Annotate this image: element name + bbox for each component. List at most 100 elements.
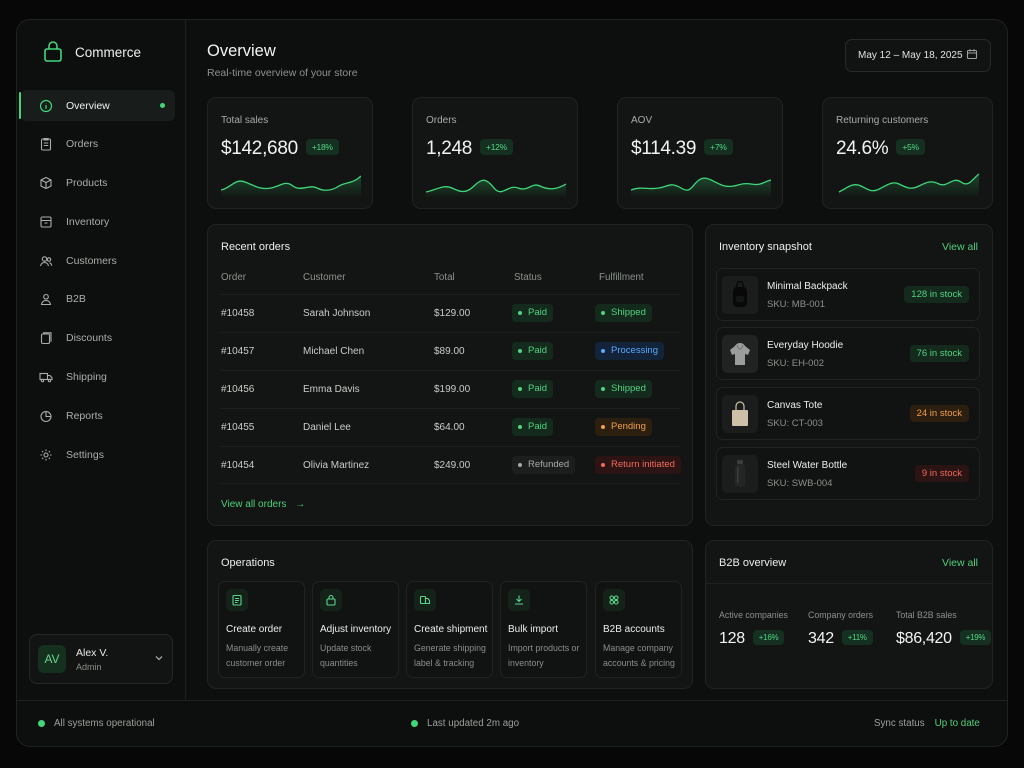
pie-chart-icon	[39, 409, 53, 423]
adjust-inventory-card[interactable]: Adjust inventory Update stock quantities	[312, 581, 399, 678]
product-sku: SKU: CT-003	[767, 418, 823, 429]
kpi-card-aov[interactable]: AOV $114.39 +7%	[617, 97, 783, 209]
sidebar-item-shipping[interactable]: Shipping	[21, 362, 175, 393]
b2b-overview-panel: B2B overview View all Active companies 1…	[705, 540, 993, 689]
product-sku: SKU: SWB-004	[767, 478, 833, 489]
column-header: Customer	[303, 272, 346, 283]
sparkline	[221, 175, 361, 198]
customer-name: Emma Davis	[303, 384, 360, 395]
lock-icon	[43, 40, 63, 65]
panel-title: B2B overview	[719, 557, 787, 569]
status-bar: All systems operational Last updated 2m …	[17, 700, 1007, 746]
kpi-card-orders[interactable]: Orders 1,248 +12%	[412, 97, 578, 209]
sidebar-item-reports[interactable]: Reports	[21, 400, 175, 431]
active-indicator	[160, 103, 165, 108]
b2b-stat-total-sales: Total B2B sales $86,420 +19%	[896, 610, 992, 648]
card-description: Manually create customer order	[226, 643, 289, 668]
table-row[interactable]: #10457 Michael Chen $89.00 Paid Processi…	[221, 332, 681, 370]
sidebar-nav: Overview Orders Products Inventory Custo…	[19, 90, 175, 478]
column-header: Fulfillment	[599, 272, 644, 283]
sidebar-item-settings[interactable]: Settings	[21, 439, 175, 470]
table-row[interactable]: #10454 Olivia Martinez $249.00 Refunded …	[221, 446, 681, 484]
card-description: Generate shipping label & tracking	[414, 643, 486, 668]
order-id[interactable]: #10454	[221, 460, 255, 471]
page-title: Overview	[207, 42, 276, 60]
user-menu[interactable]: AV Alex V. Admin	[29, 634, 173, 684]
sidebar-item-discounts[interactable]: Discounts	[21, 323, 175, 354]
sidebar-item-products[interactable]: Products	[21, 168, 175, 199]
panel-title: Recent orders	[221, 241, 291, 253]
sidebar-item-orders[interactable]: Orders	[21, 129, 175, 160]
stock-badge: 76 in stock	[909, 345, 969, 362]
inventory-item[interactable]: Minimal Backpack SKU: MB-001 128 in stoc…	[716, 268, 980, 321]
sidebar-item-label: Customers	[66, 254, 117, 267]
order-id[interactable]: #10455	[221, 422, 255, 433]
stat-value: 342 +11%	[808, 630, 873, 648]
b2b-accounts-card[interactable]: B2B accounts Manage company accounts & p…	[595, 581, 682, 678]
inventory-item[interactable]: Everyday Hoodie SKU: EH-002 76 in stock	[716, 327, 980, 380]
operations-panel: Operations Create order Manually create …	[207, 540, 693, 689]
create-order-card[interactable]: Create order Manually create customer or…	[218, 581, 305, 678]
sidebar-item-overview[interactable]: Overview	[19, 90, 175, 121]
order-total: $199.00	[434, 384, 471, 395]
users-icon	[39, 254, 53, 268]
table-row[interactable]: #10456 Emma Davis $199.00 Paid Shipped	[221, 370, 681, 408]
avatar: AV	[38, 645, 66, 673]
inventory-snapshot-panel: Inventory snapshot View all Minimal Back…	[705, 224, 993, 526]
user-name: Alex V.	[76, 646, 109, 659]
sidebar-item-customers[interactable]: Customers	[21, 245, 175, 276]
customer-name: Michael Chen	[303, 346, 365, 357]
tote-thumbnail	[722, 395, 758, 433]
inventory-item[interactable]: Steel Water Bottle SKU: SWB-004 9 in sto…	[716, 447, 980, 500]
table-row[interactable]: #10455 Daniel Lee $64.00 Paid Pending	[221, 408, 681, 446]
create-shipment-card[interactable]: Create shipment Generate shipping label …	[406, 581, 493, 678]
card-description: Import products or inventory	[508, 643, 580, 668]
view-all-orders-link[interactable]: View all orders →	[221, 499, 306, 510]
sync-status: Sync status Up to date	[874, 718, 980, 729]
calendar-icon	[966, 48, 978, 63]
stat-label: Total B2B sales	[896, 610, 957, 620]
product-name: Canvas Tote	[767, 400, 823, 411]
table-row[interactable]: #10458 Sarah Johnson $129.00 Paid Shippe…	[221, 294, 681, 332]
inventory-view-all-link[interactable]: View all	[942, 241, 978, 253]
sidebar-item-b2b[interactable]: B2B	[21, 284, 175, 315]
b2b-view-all-link[interactable]: View all	[942, 557, 978, 569]
user-icon	[39, 292, 53, 306]
inventory-item[interactable]: Canvas Tote SKU: CT-003 24 in stock	[716, 387, 980, 440]
status-dot-icon	[38, 720, 45, 727]
kpi-label: Returning customers	[836, 115, 929, 126]
truck-icon	[39, 370, 53, 384]
column-header: Total	[434, 272, 455, 283]
product-name: Steel Water Bottle	[767, 460, 848, 471]
kpi-value: 24.6% +5%	[836, 138, 925, 160]
last-updated: Last updated 2m ago	[411, 718, 519, 729]
kpi-label: Total sales	[221, 115, 269, 126]
card-title: B2B accounts	[603, 624, 665, 635]
clipboard-icon	[39, 137, 53, 151]
brand[interactable]: Commerce	[43, 40, 141, 65]
card-title: Bulk import	[508, 624, 559, 635]
b2b-stat-company-orders: Company orders 342 +11%	[808, 610, 873, 648]
page-subtitle: Real-time overview of your store	[207, 67, 358, 79]
card-description: Manage company accounts & pricing	[603, 643, 675, 668]
sidebar-item-label: Orders	[66, 138, 99, 151]
product-name: Minimal Backpack	[767, 281, 848, 292]
date-range-picker[interactable]: May 12 – May 18, 2025	[845, 39, 991, 72]
sidebar-item-inventory[interactable]: Inventory	[21, 206, 175, 237]
gear-icon	[39, 448, 53, 462]
kpi-card-returning-customers[interactable]: Returning customers 24.6% +5%	[822, 97, 993, 209]
order-id[interactable]: #10457	[221, 346, 255, 357]
bulk-import-card[interactable]: Bulk import Import products or inventory	[500, 581, 587, 678]
order-total: $89.00	[434, 346, 465, 357]
panel-title: Operations	[221, 557, 275, 569]
kpi-card-total-sales[interactable]: Total sales $142,680 +18%	[207, 97, 373, 209]
product-sku: SKU: MB-001	[767, 299, 826, 310]
fulfillment-badge: Shipped	[595, 304, 652, 322]
sidebar-item-label: Overview	[66, 99, 110, 112]
download-icon	[508, 589, 530, 611]
b2b-stat-active-companies: Active companies 128 +16%	[719, 610, 788, 648]
order-id[interactable]: #10456	[221, 384, 255, 395]
column-header: Status	[514, 272, 542, 283]
column-header: Order	[221, 272, 247, 283]
order-id[interactable]: #10458	[221, 308, 255, 319]
